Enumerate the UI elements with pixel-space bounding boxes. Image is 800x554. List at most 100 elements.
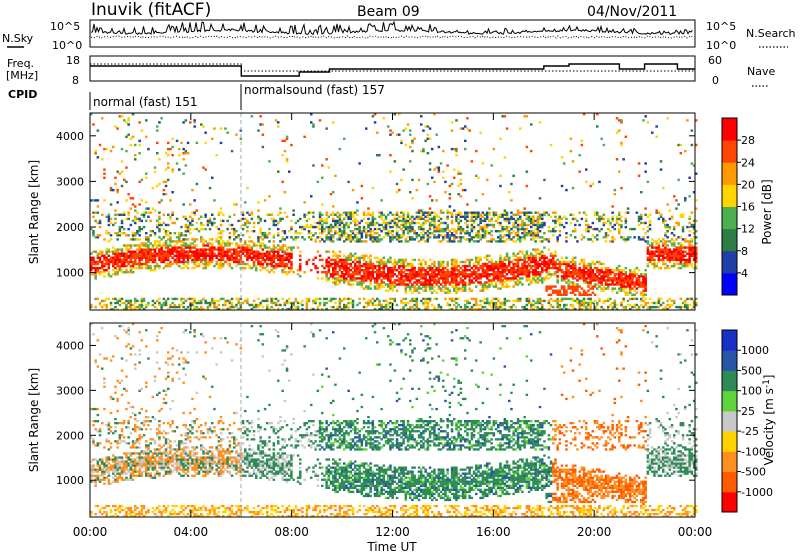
power-cell-36 [94, 262, 97, 266]
power-cell-307 [127, 250, 130, 253]
power-cell-294 [125, 180, 128, 184]
power-cell-3084 [444, 230, 447, 233]
power-cell-1740 [314, 256, 317, 259]
power-cell-2512 [393, 273, 397, 276]
power-cell-1682 [301, 225, 304, 229]
power-cell-4152 [543, 260, 546, 264]
power-cell-4772 [618, 279, 621, 282]
power-cell-1707 [307, 232, 311, 235]
power-cell-2600 [402, 281, 405, 284]
power-cell-1453 [268, 262, 271, 266]
power-cell-807 [182, 215, 185, 218]
power-cell-305 [127, 256, 130, 259]
power-cell-3210 [455, 262, 458, 266]
power-cell-3576 [490, 299, 493, 303]
power-cell-4375 [569, 264, 573, 268]
power-cell-997 [204, 213, 207, 216]
power-cell-4737 [613, 301, 617, 305]
power-cell-2320 [376, 303, 379, 307]
power-cell-4164 [545, 289, 548, 292]
power-cell-4611 [596, 260, 599, 264]
power-cell-4251 [554, 211, 557, 214]
power-cell-471 [145, 266, 148, 270]
power-cell-3337 [466, 213, 469, 216]
power-cell-3060 [442, 260, 445, 264]
power-cell-3916 [523, 273, 526, 276]
power-cell-2921 [428, 217, 432, 221]
power-cell-58 [96, 205, 100, 208]
power-cell-232 [118, 227, 122, 231]
power-cell-320 [129, 307, 133, 311]
power-cell-3981 [527, 254, 531, 257]
power-cell-30 [94, 277, 97, 280]
power-cell-3456 [479, 303, 482, 307]
power-cell-1334 [250, 213, 254, 216]
power-cell-3024 [437, 166, 441, 169]
power-cell-712 [171, 250, 174, 253]
power-cell-3399 [472, 227, 476, 231]
power-cell-468 [142, 211, 146, 214]
power-cell-2886 [426, 238, 430, 241]
power-cell-3141 [450, 279, 454, 282]
power-cell-271 [123, 227, 126, 231]
power-cell-4518 [585, 223, 588, 227]
power-cell-102 [103, 176, 106, 179]
power-cell-4203 [549, 285, 553, 288]
power-cell-4339 [565, 269, 568, 272]
power-cell-2872 [426, 307, 430, 311]
power-cell-2103 [354, 266, 357, 270]
power-cell-3435 [477, 281, 480, 284]
power-cell-4094 [536, 211, 540, 214]
power-cell-1200 [233, 252, 236, 255]
power-cell-3831 [514, 271, 518, 274]
power-cell-3157 [450, 219, 454, 223]
power-cell-4808 [620, 143, 623, 147]
power-cell-808 [182, 203, 185, 206]
power-cell-3902 [521, 262, 524, 266]
power-cell-3956 [525, 232, 529, 235]
power-cell-792 [182, 297, 185, 301]
power-cell-1957 [338, 147, 342, 151]
power-cell-2971 [433, 223, 436, 227]
power-cell-1494 [272, 246, 276, 249]
power-cell-4746 [613, 238, 617, 241]
power-cell-3384 [470, 213, 474, 216]
power-cell-2840 [422, 217, 425, 221]
power-cell-432 [140, 305, 144, 309]
power-cell-1133 [222, 246, 225, 249]
power-cell-1068 [215, 299, 218, 303]
power-cell-1395 [259, 236, 262, 239]
power-cell-4272 [556, 219, 559, 223]
power-cell-2082 [351, 277, 355, 280]
power-cell-481 [145, 246, 148, 249]
power-cell-1036 [211, 297, 214, 301]
power-cell-4917 [635, 211, 639, 214]
power-cell-4814 [622, 299, 625, 303]
power-cell-1854 [329, 236, 333, 239]
power-cell-968 [202, 258, 205, 262]
power-cell-1716 [310, 232, 313, 235]
power-cell-1241 [237, 219, 240, 223]
power-cell-1630 [290, 252, 293, 255]
power-cell-1570 [281, 139, 284, 143]
power-cell-2914 [428, 258, 432, 262]
power-cell-1007 [206, 254, 210, 257]
power-cell-3403 [472, 215, 476, 218]
power-cell-4048 [534, 269, 537, 272]
power-cell-3459 [479, 283, 482, 286]
power-cell-2608 [402, 258, 405, 262]
power-cell-1901 [334, 254, 337, 257]
power-cell-2010 [345, 271, 348, 274]
power-cell-291 [125, 234, 128, 237]
power-cell-588 [158, 252, 161, 255]
power-cell-4451 [578, 285, 581, 288]
power-cell-1517 [277, 303, 280, 307]
power-cell-2975 [433, 215, 436, 218]
power-cell-3479 [481, 305, 485, 309]
power-cell-3523 [483, 219, 487, 223]
power-cell-886 [191, 223, 194, 227]
power-cell-580 [158, 303, 161, 307]
power-cell-658 [164, 223, 168, 227]
power-cell-134 [107, 240, 111, 243]
power-cell-2639 [404, 238, 408, 241]
